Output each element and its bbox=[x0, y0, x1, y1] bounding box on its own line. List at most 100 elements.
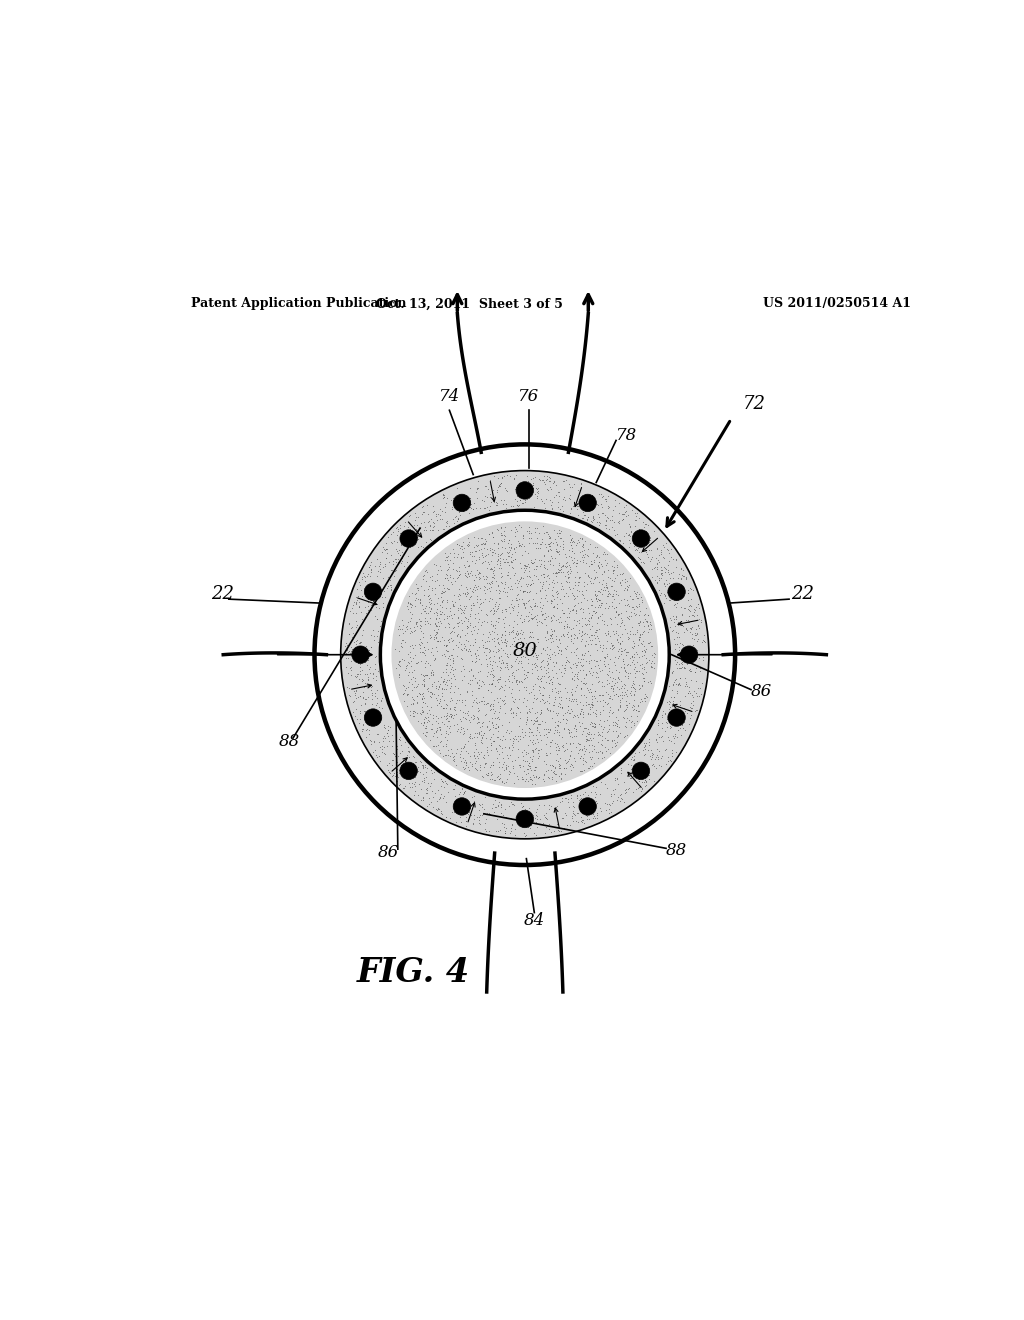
Point bbox=[559, 606, 575, 627]
Point bbox=[493, 525, 509, 546]
Point bbox=[365, 663, 381, 684]
Point bbox=[476, 818, 493, 840]
Point bbox=[658, 692, 675, 713]
Point bbox=[555, 537, 571, 558]
Point bbox=[414, 702, 430, 723]
Point bbox=[392, 726, 409, 747]
Point bbox=[392, 729, 409, 750]
Point bbox=[626, 764, 642, 785]
Point bbox=[422, 515, 438, 536]
Point bbox=[494, 738, 510, 759]
Point bbox=[368, 597, 384, 618]
Point bbox=[511, 515, 527, 536]
Point bbox=[549, 796, 565, 817]
Point bbox=[551, 630, 567, 651]
Point bbox=[663, 539, 679, 560]
Point bbox=[572, 655, 589, 676]
Point bbox=[460, 789, 476, 810]
Point bbox=[637, 770, 653, 791]
Point bbox=[498, 479, 514, 500]
Point bbox=[407, 589, 423, 610]
Point bbox=[417, 664, 433, 685]
Point bbox=[595, 684, 611, 705]
Point bbox=[401, 618, 418, 639]
Point bbox=[438, 653, 455, 675]
Point bbox=[582, 713, 598, 734]
Point bbox=[489, 550, 506, 572]
Point bbox=[477, 569, 494, 590]
Point bbox=[624, 616, 640, 638]
Point bbox=[476, 642, 493, 663]
Point bbox=[645, 642, 662, 663]
Point bbox=[553, 643, 569, 664]
Point bbox=[403, 776, 420, 797]
Point bbox=[422, 515, 438, 536]
Point bbox=[638, 686, 654, 708]
Point bbox=[454, 602, 470, 623]
Point bbox=[475, 611, 492, 632]
Point bbox=[435, 661, 452, 682]
Point bbox=[528, 718, 545, 739]
Point bbox=[527, 532, 544, 553]
Point bbox=[583, 781, 599, 803]
Point bbox=[604, 671, 621, 692]
Point bbox=[489, 766, 506, 787]
Point bbox=[420, 710, 436, 731]
Point bbox=[544, 644, 560, 665]
Point bbox=[537, 579, 553, 601]
Point bbox=[495, 651, 511, 672]
Point bbox=[511, 569, 527, 590]
Point bbox=[541, 685, 557, 706]
Point bbox=[489, 624, 506, 645]
Point bbox=[605, 668, 622, 689]
Point bbox=[674, 565, 690, 586]
Point bbox=[536, 545, 552, 566]
Point bbox=[553, 763, 569, 784]
Point bbox=[612, 643, 629, 664]
Point bbox=[627, 598, 643, 619]
Point bbox=[544, 768, 560, 789]
Point bbox=[676, 657, 692, 678]
Point bbox=[469, 578, 485, 599]
Point bbox=[556, 756, 572, 777]
Point bbox=[516, 593, 532, 614]
Point bbox=[602, 742, 618, 763]
Point bbox=[549, 714, 565, 735]
Point bbox=[517, 540, 534, 561]
Point bbox=[462, 797, 478, 818]
Point bbox=[391, 640, 408, 661]
Point bbox=[458, 754, 474, 775]
Point bbox=[629, 779, 645, 800]
Point bbox=[485, 491, 502, 512]
Point bbox=[608, 601, 625, 622]
Point bbox=[489, 494, 506, 515]
Point bbox=[509, 590, 525, 611]
Point bbox=[463, 498, 479, 519]
Point bbox=[352, 579, 369, 601]
Point bbox=[415, 701, 431, 722]
Point bbox=[515, 739, 531, 760]
Point bbox=[463, 595, 479, 616]
Point bbox=[607, 713, 624, 734]
Point bbox=[580, 610, 596, 631]
Point bbox=[435, 581, 452, 602]
Point bbox=[584, 591, 600, 612]
Point bbox=[415, 536, 431, 557]
Point bbox=[682, 696, 698, 717]
Point bbox=[485, 541, 502, 562]
Point bbox=[501, 597, 517, 618]
Point bbox=[564, 669, 581, 690]
Point bbox=[573, 624, 590, 645]
Point bbox=[532, 652, 549, 673]
Point bbox=[639, 762, 655, 783]
Point bbox=[529, 569, 546, 590]
Point bbox=[621, 537, 637, 558]
Point bbox=[601, 583, 617, 605]
Point bbox=[558, 470, 574, 491]
Point bbox=[529, 628, 546, 649]
Point bbox=[438, 546, 455, 568]
Point bbox=[476, 756, 493, 777]
Point bbox=[620, 668, 636, 689]
Point bbox=[429, 615, 445, 636]
Point bbox=[523, 469, 540, 490]
